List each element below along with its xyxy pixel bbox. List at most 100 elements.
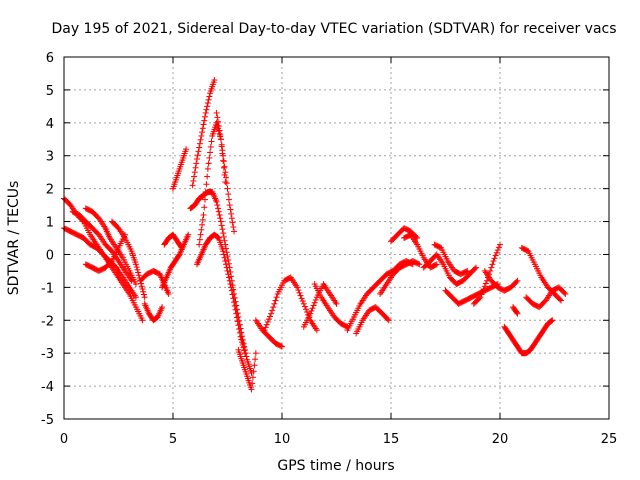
data-point-marker (224, 185, 231, 192)
data-point-marker (481, 283, 488, 290)
data-point-marker (304, 309, 311, 316)
data-point-marker (223, 245, 230, 252)
data-point-marker (219, 147, 226, 154)
data-point-marker (385, 317, 392, 324)
data-point-marker (235, 322, 242, 329)
data-point-marker (487, 267, 494, 274)
data-point-marker (230, 295, 237, 302)
data-point-marker (308, 307, 315, 314)
data-point-marker (200, 121, 207, 128)
data-point-marker (240, 344, 247, 351)
data-point-marker (215, 234, 222, 241)
tick-labels: 0 5 10 15 20 25 -5 -4 -3 -2 -1 0 1 2 3 4 5 6 (41, 51, 617, 447)
data-point-marker (207, 149, 214, 156)
data-point-marker (252, 350, 259, 357)
data-point-marker (216, 211, 223, 218)
data-point-marker (218, 141, 225, 148)
data-point-marker (264, 318, 271, 325)
data-point-marker (514, 310, 521, 317)
data-point-marker (191, 173, 198, 180)
data-point-marker (203, 106, 210, 113)
data-point-marker (307, 310, 314, 317)
data-point-marker (261, 327, 268, 334)
data-point-marker (295, 287, 302, 294)
data-point-marker (177, 243, 184, 250)
data-point-marker (239, 341, 246, 348)
data-point-marker (217, 136, 224, 143)
data-point-marker (213, 198, 220, 205)
data-point-marker (201, 196, 208, 203)
data-point-marker (548, 317, 555, 324)
data-point-marker (220, 152, 227, 159)
data-point-marker (204, 103, 211, 110)
data-point-marker (333, 300, 340, 307)
data-point-marker (236, 317, 243, 324)
x-tick-label: 15 (383, 432, 400, 447)
data-point-marker (178, 244, 185, 251)
data-points (61, 77, 569, 393)
data-point-marker (198, 132, 205, 139)
data-point-marker (194, 152, 201, 159)
x-tick-label: 20 (492, 432, 509, 447)
data-point-marker (132, 294, 139, 301)
data-point-marker (200, 211, 207, 218)
data-point-marker (141, 294, 148, 301)
data-point-marker (199, 221, 206, 228)
data-point-marker (220, 164, 227, 171)
data-point-marker (231, 290, 238, 297)
data-point-marker (514, 277, 521, 284)
data-point-marker (228, 210, 235, 217)
data-point-marker (268, 310, 275, 317)
data-point-marker (227, 206, 234, 213)
data-point-marker (309, 305, 316, 312)
data-point-marker (225, 256, 232, 263)
data-point-marker (202, 109, 209, 116)
data-point-marker (195, 148, 202, 155)
data-point-marker (482, 280, 489, 287)
data-point-marker (229, 291, 236, 298)
data-point-marker (302, 306, 309, 313)
data-point-marker (478, 291, 485, 298)
data-point-marker (201, 204, 208, 211)
data-point-marker (241, 347, 248, 354)
data-point-marker (223, 264, 230, 271)
data-point-marker (140, 288, 147, 295)
data-point-marker (228, 215, 235, 222)
data-point-marker (294, 284, 301, 291)
data-point-marker (556, 296, 563, 303)
y-tick-label: -1 (41, 281, 54, 296)
data-point-marker (241, 350, 248, 357)
data-point-marker (191, 169, 198, 176)
data-point-marker (213, 119, 220, 126)
x-tick-label: 0 (60, 432, 68, 447)
data-point-marker (231, 299, 238, 306)
data-point-marker (226, 277, 233, 284)
data-point-marker (237, 325, 244, 332)
data-point-marker (199, 129, 206, 136)
data-point-marker (277, 343, 284, 350)
data-point-marker (205, 160, 212, 167)
data-point-marker (489, 261, 496, 268)
data-point-marker (215, 118, 222, 125)
y-tick-label: -3 (41, 347, 54, 362)
data-point-marker (463, 268, 470, 275)
data-point-marker (206, 154, 213, 161)
data-point-marker (204, 100, 211, 107)
data-point-marker (220, 233, 227, 240)
data-point-marker (204, 165, 211, 172)
data-point-marker (238, 329, 245, 336)
data-point-marker (226, 202, 233, 209)
data-point-marker (231, 228, 238, 235)
data-point-marker (193, 160, 200, 167)
data-point-marker (480, 286, 487, 293)
data-point-marker (476, 295, 483, 302)
data-point-marker (464, 267, 471, 274)
y-tick-label: 2 (46, 183, 54, 198)
data-point-marker (139, 317, 146, 324)
data-point-marker (205, 96, 212, 103)
data-point-marker (221, 171, 228, 178)
data-point-marker (214, 114, 221, 121)
data-point-marker (249, 374, 256, 381)
data-point-marker (231, 294, 238, 301)
data-point-marker (132, 281, 139, 288)
